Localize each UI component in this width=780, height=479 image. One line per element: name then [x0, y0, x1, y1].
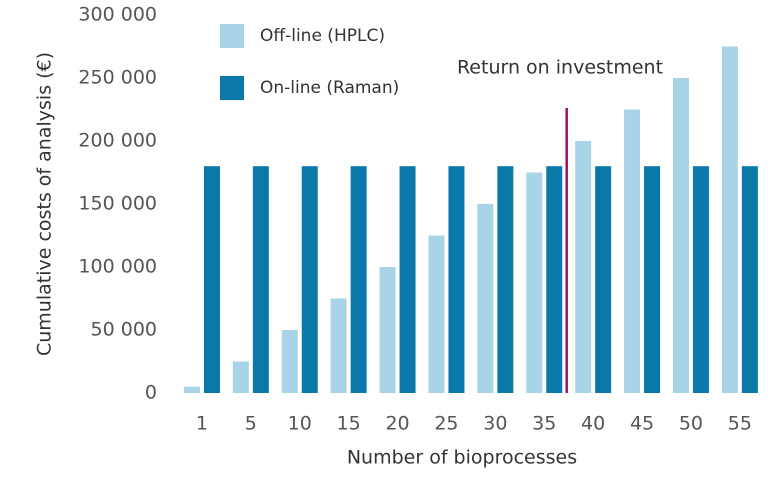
x-tick-label: 35	[532, 413, 556, 435]
bar	[595, 166, 612, 393]
bar	[526, 172, 543, 393]
bar	[692, 166, 709, 393]
bar	[281, 330, 298, 393]
bar	[399, 166, 416, 393]
y-tick-label: 150 000	[78, 193, 157, 215]
bar	[741, 166, 758, 393]
x-tick-label: 20	[385, 413, 409, 435]
bar	[330, 298, 347, 393]
bar	[350, 166, 367, 393]
bar	[721, 46, 738, 393]
x-tick-label: 5	[245, 413, 257, 435]
legend-swatch	[220, 24, 244, 48]
bar	[644, 166, 661, 393]
bar	[428, 235, 445, 393]
y-tick-label: 250 000	[78, 67, 157, 89]
legend-label: On-line (Raman)	[260, 78, 399, 98]
x-axis-title: Number of bioprocesses	[347, 447, 577, 469]
y-tick-label: 100 000	[78, 256, 157, 278]
bar	[203, 166, 220, 393]
legend-label: Off-line (HPLC)	[260, 26, 385, 46]
bar	[546, 166, 563, 393]
x-tick-label: 30	[483, 413, 507, 435]
bar	[624, 109, 641, 393]
bar	[448, 166, 465, 393]
x-tick-label: 25	[434, 413, 458, 435]
y-axis-title: Cumulative costs of analysis (€)	[34, 52, 56, 356]
bar	[183, 386, 200, 393]
bar	[379, 267, 396, 393]
bar	[672, 78, 689, 393]
x-tick-label: 50	[679, 413, 703, 435]
y-tick-label: 50 000	[91, 319, 157, 341]
y-tick-label: 300 000	[78, 4, 157, 26]
x-tick-label: 45	[630, 413, 654, 435]
x-tick-label: 40	[581, 413, 605, 435]
bar	[232, 361, 249, 393]
y-tick-label: 200 000	[78, 130, 157, 152]
y-tick-label: 0	[145, 382, 157, 404]
bar	[252, 166, 269, 393]
legend-swatch	[220, 76, 244, 100]
bar	[575, 141, 592, 393]
bar	[301, 166, 318, 393]
bar	[477, 204, 494, 393]
x-tick-label: 10	[288, 413, 312, 435]
x-tick-label: 15	[337, 413, 361, 435]
roi-annotation: Return on investment	[457, 57, 663, 79]
x-tick-label: 1	[196, 413, 208, 435]
bar	[497, 166, 514, 393]
x-tick-label: 55	[728, 413, 752, 435]
